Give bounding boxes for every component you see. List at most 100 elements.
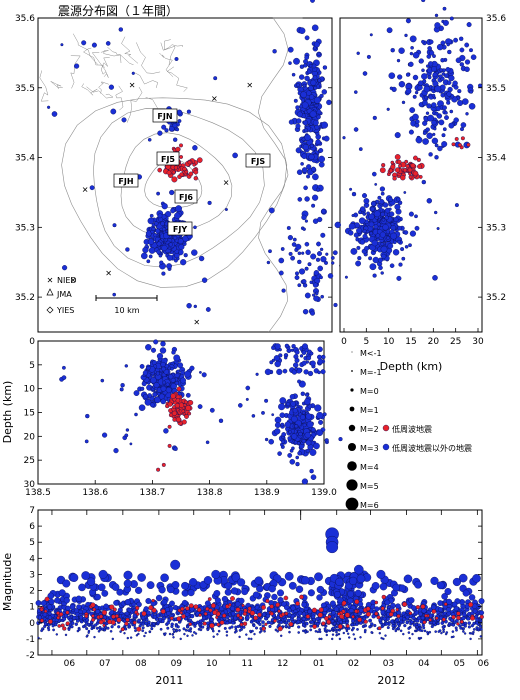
tl-quake [411, 605, 417, 611]
map-quake [302, 309, 309, 315]
map-quake [317, 78, 322, 83]
depth-quake [368, 213, 375, 221]
xs-quake [324, 438, 329, 443]
tl-lf-quake [321, 621, 326, 626]
nied-station: ✕ [82, 185, 89, 194]
map-quake [168, 242, 173, 247]
tl-quake [247, 637, 251, 640]
tl-quake [386, 626, 390, 630]
tl-quake [135, 586, 143, 595]
tl-quake [478, 598, 485, 605]
map-quake [303, 185, 308, 191]
depth-quake [403, 191, 407, 194]
tl-quake [338, 620, 343, 624]
map-quake [314, 291, 319, 296]
tl-lf-quake [222, 613, 227, 618]
depth-quake [417, 84, 423, 91]
map-quake [316, 241, 321, 247]
tl-month-label: 12 [277, 659, 288, 669]
tl-quake [94, 593, 101, 601]
depth-quake [357, 256, 362, 261]
depth-lf-quake [451, 142, 456, 147]
xs-quake [306, 355, 312, 361]
map-quake [295, 271, 300, 276]
nied-station: ✕ [211, 95, 218, 104]
tl-ytick: 7 [29, 506, 35, 516]
tl-lf-quake [443, 602, 448, 606]
xs-ytick: 15 [24, 409, 35, 419]
tl-quake [333, 591, 341, 598]
depth-quake [421, 68, 425, 73]
tl-quake [380, 636, 383, 640]
tl-lf-quake [112, 607, 117, 612]
tl-quake [318, 628, 321, 631]
map-quake [272, 49, 277, 54]
tl-lf-quake [202, 621, 207, 626]
tl-quake [302, 623, 306, 627]
depth-quake [348, 230, 354, 236]
depth-quake [368, 256, 373, 261]
xs-quake [156, 353, 164, 360]
tl-lf-quake [101, 609, 108, 616]
map-quake [213, 76, 218, 81]
xs-quake [161, 366, 166, 372]
tl-quake [156, 620, 161, 625]
map-quake [306, 69, 312, 74]
depth-quake [438, 74, 443, 79]
tl-quake [236, 624, 240, 629]
xs-quake [306, 421, 314, 428]
depth-quake [388, 72, 396, 79]
tl-lf-quake [44, 609, 48, 613]
xs-quake [268, 438, 275, 445]
tl-quake [392, 583, 401, 592]
tl-quake [123, 579, 132, 588]
depth-quake [405, 72, 411, 77]
tl-lf-quake [107, 619, 113, 625]
xs-quake [287, 436, 292, 441]
map-quake [299, 104, 303, 109]
xs-lf-quake [167, 401, 173, 407]
map-quake [318, 155, 325, 163]
depth-lf-quake [466, 142, 471, 147]
tl-quake [407, 631, 411, 634]
tl-quake [141, 629, 145, 633]
depth-quake [442, 127, 447, 132]
xs-quake [165, 382, 170, 387]
depth-quake [366, 211, 370, 216]
tl-quake [77, 628, 81, 631]
tl-lf-quake [205, 606, 210, 611]
tl-quake [306, 630, 309, 634]
depth-quake [432, 80, 439, 87]
depth-quake [351, 191, 357, 197]
tl-quake [206, 628, 210, 632]
tl-quake [342, 631, 345, 635]
tl-quake [186, 634, 189, 637]
xs-quake [170, 377, 176, 383]
depth-quake [428, 152, 433, 157]
xs-quake [305, 448, 311, 454]
tl-lf-quake [216, 622, 221, 627]
tl-month-label: 09 [171, 659, 183, 669]
depth-quake [358, 210, 363, 215]
tl-quake [450, 635, 454, 639]
xs-quake [294, 424, 299, 429]
tl-lf-quake [169, 616, 174, 621]
tl-quake [325, 633, 328, 637]
depth-lat-tick: 35.6 [486, 14, 506, 24]
xs-quake [197, 404, 203, 409]
depth-quake [459, 47, 465, 53]
tl-quake [254, 626, 258, 630]
map-quake [89, 185, 95, 191]
depth-lf-quake [400, 174, 406, 181]
tl-quake [234, 625, 238, 629]
tl-quake [287, 626, 291, 630]
xs-quake [287, 452, 293, 458]
depth-quake [478, 83, 483, 88]
tl-quake [347, 597, 354, 604]
legend-mag-dot [347, 461, 357, 471]
depth-quake [409, 35, 417, 43]
tl-quake [365, 601, 372, 608]
tl-quake [258, 622, 262, 626]
map-quake [304, 35, 310, 41]
tl-quake [385, 616, 390, 621]
